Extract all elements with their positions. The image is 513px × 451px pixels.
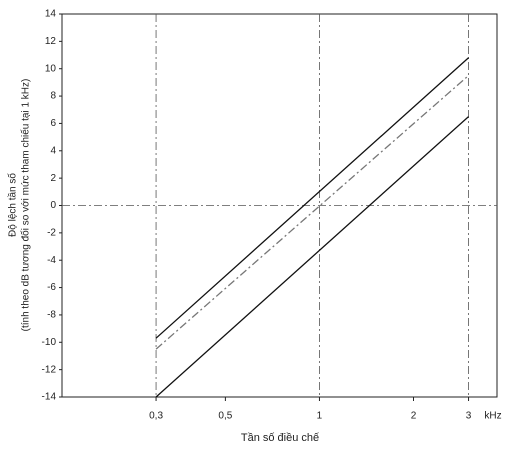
y-tick-label: -6 [47,282,56,293]
x-axis-label: Tần số điều chế [241,432,319,444]
y-axis-label: (tính theo dB tương đối so với mức tham … [20,79,32,332]
y-tick-label: 14 [45,9,57,20]
y-tick-label: 8 [50,91,56,102]
y-tick-label: 6 [50,118,56,129]
y-axis-label: Độ lệch tần số [7,173,19,237]
y-tick-label: -12 [42,364,57,375]
y-tick-label: -2 [47,227,56,238]
y-tick-label: 12 [45,36,57,47]
y-tick-label: 2 [50,173,56,184]
line [155,57,469,339]
x-unit: kHz [484,411,501,422]
y-tick-label: 10 [45,63,57,74]
x-tick-label: 2 [411,411,417,422]
y-tick-label: -10 [42,337,57,348]
y-tick-label: 0 [50,200,56,211]
x-tick-label: 0,5 [218,411,232,422]
y-tick-label: -8 [47,310,56,321]
x-tick-label: 3 [466,411,472,422]
line [155,116,469,398]
x-tick-label: 1 [317,411,323,422]
y-tick-label: -14 [42,392,57,403]
y-tick-label: 4 [50,145,56,156]
x-tick-label: 0,3 [149,411,163,422]
y-tick-label: -4 [47,255,56,266]
line [155,75,469,350]
